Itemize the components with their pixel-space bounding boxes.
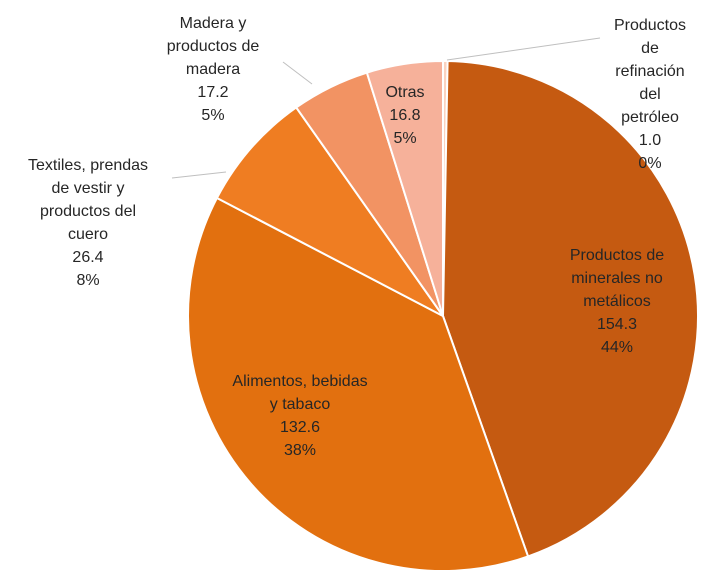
data-label: Productos de refinación del petróleo 1.0 0… xyxy=(614,14,686,175)
percent-label: 5% xyxy=(201,107,225,124)
category-label: Productos de minerales no metálicos xyxy=(569,247,665,310)
value-label: 16.8 xyxy=(389,107,421,124)
value-label: 26.4 xyxy=(72,249,104,266)
category-label: Otras xyxy=(385,84,425,101)
data-label: Textiles, prendas de vestir y productos … xyxy=(28,154,148,292)
category-label: Textiles, prendas de vestir y productos … xyxy=(27,157,149,243)
value-label: 154.3 xyxy=(596,316,638,333)
pie-slice xyxy=(215,106,444,317)
value-label: 1.0 xyxy=(638,132,662,149)
percent-label: 44% xyxy=(600,339,634,356)
leader-line xyxy=(171,171,227,179)
percent-label: 8% xyxy=(76,272,100,289)
percent-label: 38% xyxy=(283,442,317,459)
pie-slice xyxy=(365,59,444,317)
leader-line xyxy=(282,61,313,85)
data-label: Productos de minerales no metálicos 154.3… xyxy=(570,244,664,359)
data-label: Madera y productos de madera 17.2 5% xyxy=(167,12,260,127)
category-label: Alimentos, bebidas y tabaco xyxy=(232,373,368,413)
value-label: 132.6 xyxy=(279,419,321,436)
value-label: 17.2 xyxy=(197,84,229,101)
category-label: Productos de refinación del petróleo xyxy=(613,17,687,126)
data-label: Alimentos, bebidas y tabaco 132.6 38% xyxy=(232,370,367,462)
pie-slice xyxy=(187,196,530,572)
category-label: Madera y productos de madera xyxy=(166,15,260,78)
percent-label: 5% xyxy=(393,130,417,147)
data-label: Otras 16.8 5% xyxy=(385,81,424,150)
leader-line xyxy=(446,37,601,61)
percent-label: 0% xyxy=(638,155,662,172)
pie-slice xyxy=(441,60,699,558)
